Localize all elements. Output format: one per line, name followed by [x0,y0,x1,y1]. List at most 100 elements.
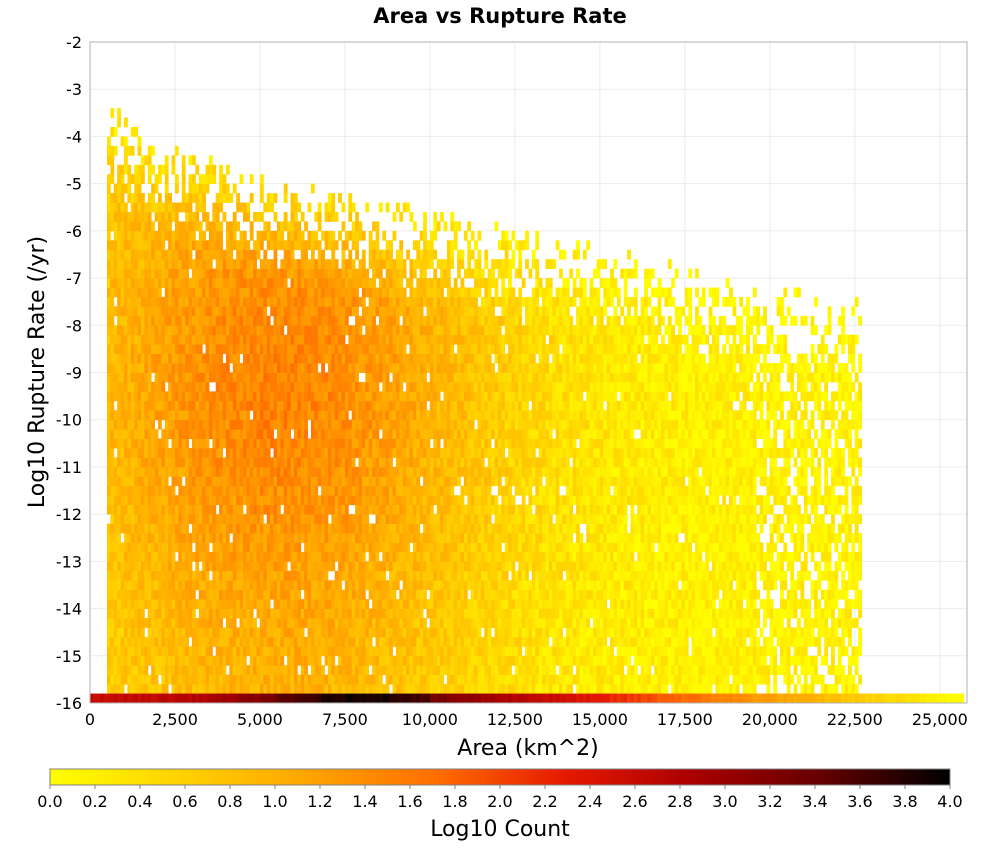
heatmap-cell [121,609,125,619]
heatmap-cell [331,297,335,307]
heatmap-cell [379,335,383,345]
heatmap-cell [270,618,274,628]
heatmap-cell [114,552,118,562]
heatmap-cell [362,524,366,534]
heatmap-cell [335,467,339,477]
heatmap-cell [216,524,220,534]
heatmap-cell [270,325,274,335]
heatmap-cell [291,571,295,581]
heatmap-cell [209,467,213,477]
heatmap-cell [195,335,199,345]
heatmap-cell [199,306,203,316]
heatmap-cell [243,354,247,364]
heatmap-cell [172,288,176,298]
heatmap-cell [335,618,339,628]
heatmap-cell [294,212,298,222]
heatmap-cell [318,665,322,675]
heatmap-cell [195,505,199,515]
heatmap-cell [114,429,118,439]
heatmap-cell [260,627,264,637]
heatmap-cell [209,335,213,345]
heatmap-cell [423,231,427,241]
heatmap-cell [301,391,305,401]
heatmap-cell [314,420,318,430]
heatmap-cell [359,618,363,628]
heatmap-cell [124,288,128,298]
heatmap-cell [236,505,240,515]
heatmap-cell [280,259,284,269]
heatmap-cell [236,410,240,420]
heatmap-cell [308,278,312,288]
heatmap-cell [161,618,165,628]
heatmap-cell [127,193,131,203]
heatmap-cell [304,476,308,486]
heatmap-cell [243,250,247,260]
heatmap-cell [338,288,342,298]
heatmap-cell [325,561,329,571]
heatmap-cell [192,391,196,401]
heatmap-cell [403,599,407,609]
heatmap-cell [246,476,250,486]
heatmap-cell [246,609,250,619]
heatmap-cell [165,590,169,600]
heatmap-cell [161,203,165,213]
heatmap-cell [372,250,376,260]
heatmap-cell [219,231,223,241]
heatmap-cell [226,637,230,647]
heatmap-cell [393,599,397,609]
heatmap-cell [144,335,148,345]
heatmap-cell [131,542,135,552]
heatmap-cell [386,401,390,411]
heatmap-cell [212,269,216,279]
heatmap-cell [365,627,369,637]
heatmap-cell [440,344,444,354]
heatmap-cell [185,675,189,685]
heatmap-cell [182,354,186,364]
heatmap-cell [386,552,390,562]
heatmap-cell [114,231,118,241]
heatmap-cell [141,571,145,581]
heatmap-cell [372,552,376,562]
heatmap-cell [178,325,182,335]
heatmap-cell [202,684,206,694]
heatmap-cell [328,476,332,486]
heatmap-cell [372,354,376,364]
heatmap-cell [206,514,210,524]
heatmap-cell [148,391,152,401]
heatmap-cell [301,476,305,486]
heatmap-cell [260,363,264,373]
heatmap-cell [151,410,155,420]
heatmap-cell [199,571,203,581]
heatmap-cell [121,193,125,203]
heatmap-cell [274,240,278,250]
heatmap-cell [410,684,414,694]
heatmap-cell [294,278,298,288]
heatmap-cell [148,495,152,505]
heatmap-cell [233,382,237,392]
heatmap-cell [175,448,179,458]
heatmap-cell [420,335,424,345]
heatmap-cell [161,297,165,307]
heatmap-cell [274,627,278,637]
heatmap-cell [240,505,244,515]
heatmap-cell [124,467,128,477]
heatmap-cell [212,627,216,637]
heatmap-cell [304,656,308,666]
heatmap-cell [416,599,420,609]
heatmap-cell [240,542,244,552]
heatmap-cell [127,609,131,619]
heatmap-cell [410,297,414,307]
heatmap-cell [304,250,308,260]
heatmap-cell [372,533,376,543]
heatmap-cell [253,599,257,609]
heatmap-cell [165,675,169,685]
heatmap-cell [219,203,223,213]
heatmap-cell [427,476,431,486]
heatmap-cell [321,457,325,467]
heatmap-cell [342,524,346,534]
heatmap-cell [202,212,206,222]
heatmap-cell [314,514,318,524]
heatmap-cell [263,410,267,420]
heatmap-cell [342,561,346,571]
heatmap-cell [107,382,111,392]
